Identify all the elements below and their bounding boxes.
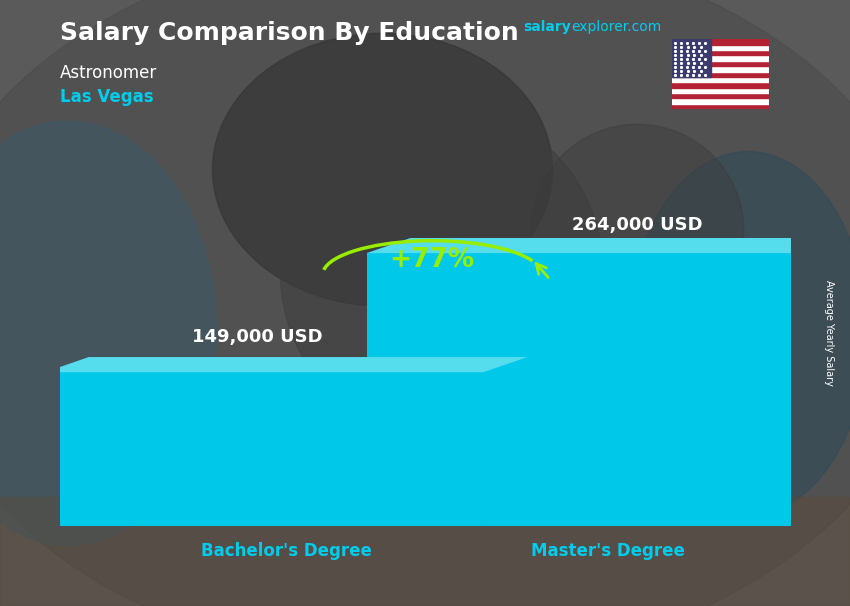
Text: Average Yearly Salary: Average Yearly Salary — [824, 281, 834, 386]
Bar — [672, 88, 769, 93]
Bar — [672, 45, 769, 50]
Text: Master's Degree: Master's Degree — [530, 542, 685, 559]
Polygon shape — [366, 238, 849, 253]
Ellipse shape — [280, 106, 604, 439]
Text: Bachelor's Degree: Bachelor's Degree — [201, 542, 371, 559]
Text: +77%: +77% — [389, 247, 475, 273]
Text: Astronomer: Astronomer — [60, 64, 156, 82]
Polygon shape — [366, 253, 805, 527]
Text: 264,000 USD: 264,000 USD — [572, 216, 702, 234]
Text: 149,000 USD: 149,000 USD — [191, 328, 322, 345]
Bar — [672, 72, 769, 77]
Ellipse shape — [212, 33, 552, 306]
Ellipse shape — [0, 121, 217, 545]
Bar — [672, 66, 769, 72]
Text: Salary Comparison By Education: Salary Comparison By Education — [60, 21, 519, 45]
Polygon shape — [45, 357, 527, 372]
Bar — [672, 82, 769, 88]
Bar — [672, 50, 769, 56]
Polygon shape — [805, 238, 849, 527]
Bar — [672, 39, 711, 77]
Text: Las Vegas: Las Vegas — [60, 88, 153, 106]
Bar — [672, 39, 769, 45]
Ellipse shape — [629, 152, 850, 515]
Text: salary: salary — [523, 20, 570, 34]
Bar — [672, 104, 769, 109]
Bar — [672, 56, 769, 61]
Bar — [0, 497, 850, 606]
Bar — [672, 98, 769, 104]
Text: explorer.com: explorer.com — [571, 20, 661, 34]
Bar — [672, 61, 769, 66]
Ellipse shape — [531, 124, 744, 336]
Polygon shape — [484, 357, 527, 527]
Bar — [672, 93, 769, 98]
Bar — [672, 77, 769, 82]
Polygon shape — [45, 372, 484, 527]
